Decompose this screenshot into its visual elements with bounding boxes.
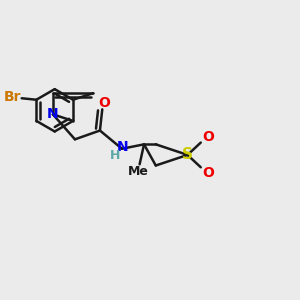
Text: O: O bbox=[202, 130, 214, 144]
Text: O: O bbox=[98, 96, 110, 110]
Text: Me: Me bbox=[128, 166, 148, 178]
Text: H: H bbox=[110, 149, 121, 162]
Text: S: S bbox=[182, 147, 193, 162]
Text: O: O bbox=[202, 166, 214, 180]
Text: N: N bbox=[47, 107, 59, 122]
Text: N: N bbox=[117, 140, 129, 154]
Text: Br: Br bbox=[4, 90, 22, 104]
